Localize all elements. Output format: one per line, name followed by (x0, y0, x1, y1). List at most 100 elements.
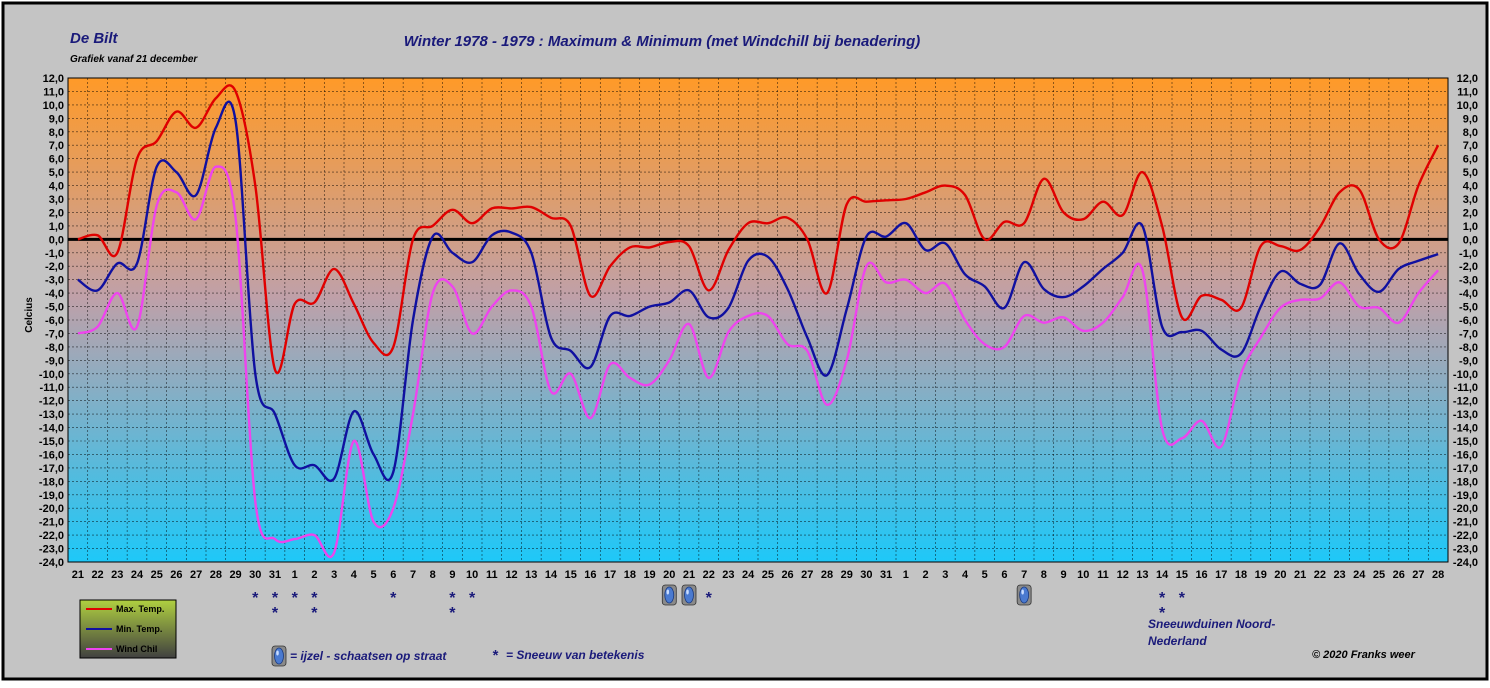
y-tick-label: -20,0 (1453, 503, 1478, 515)
series-line-max (77, 84, 1440, 375)
x-tick-label: 27 (1412, 569, 1424, 581)
y-tick-label: -24,0 (1453, 557, 1478, 569)
y-tick-label: 9,0 (1463, 113, 1478, 125)
y-tick-label: -8,0 (45, 342, 64, 354)
legend-label: Max. Temp. (116, 604, 164, 614)
snow-marker: * (1159, 590, 1166, 607)
x-tick-label: 23 (111, 569, 123, 581)
x-tick-label: 14 (1156, 569, 1169, 581)
x-tick-label: 5 (371, 569, 377, 581)
y-tick-label: -14,0 (39, 423, 64, 435)
y-tick-label: -23,0 (39, 544, 64, 556)
weather-markers: * *** *** *** * *** (252, 584, 1186, 622)
snow-legend-note: * = Sneeuw van betekenis (492, 647, 645, 664)
y-tick-label: -12,0 (39, 396, 64, 408)
x-tick-label: 28 (1432, 569, 1444, 581)
x-tick-label: 22 (91, 569, 103, 581)
x-tick-label: 24 (131, 569, 144, 581)
ice-icon-drop (1019, 586, 1030, 604)
y-tick-label: -8,0 (1459, 342, 1478, 354)
snow-marker: * (706, 590, 713, 607)
x-tick-label: 3 (942, 569, 948, 581)
x-tick-label: 18 (624, 569, 636, 581)
y-tick-label: -2,0 (1459, 261, 1478, 273)
x-tick-label: 7 (1021, 569, 1027, 581)
ice-icon-shine (1021, 589, 1024, 595)
y-tick-labels-right: -24,0-23,0 -22,0-21,0 -20,0-19,0 -18,0-17,0… (1453, 73, 1478, 569)
legend-label: Min. Temp. (116, 624, 162, 634)
y-tick-label: -7,0 (1459, 328, 1478, 340)
snow-marker: * (272, 605, 279, 622)
x-tick-label: 7 (410, 569, 416, 581)
snow-marker: * (1159, 605, 1166, 622)
y-tick-label: 4,0 (1463, 181, 1478, 193)
y-tick-label: 10,0 (1457, 100, 1478, 112)
annotation-line-2: Nederland (1148, 634, 1207, 648)
snow-legend-text: = Sneeuw van betekenis (506, 648, 645, 662)
chart-title: Winter 1978 - 1979 : Maximum & Minimum (… (404, 33, 920, 50)
y-tick-label: -15,0 (1453, 436, 1478, 448)
x-tick-label: 29 (229, 569, 241, 581)
y-tick-label: -1,0 (45, 248, 64, 260)
snow-marker: * (390, 590, 397, 607)
x-tick-label: 30 (249, 569, 261, 581)
x-tick-label: 23 (1333, 569, 1345, 581)
y-tick-label: -14,0 (1453, 423, 1478, 435)
y-axis-label: Celcius (24, 297, 35, 333)
snow-marker: * (292, 590, 299, 607)
copyright-text: © 2020 Franks weer (1312, 649, 1416, 661)
x-tick-label: 20 (1274, 569, 1286, 581)
ice-icon (1016, 584, 1032, 606)
x-tick-label: 27 (190, 569, 202, 581)
ice-icon-shine (686, 589, 689, 595)
y-tick-label: -3,0 (45, 275, 64, 287)
y-tick-label: 8,0 (49, 127, 64, 139)
x-tick-label: 26 (1393, 569, 1405, 581)
y-tick-label: -11,0 (1454, 382, 1478, 394)
snow-marker: * (449, 605, 456, 622)
x-tick-label: 11 (1097, 569, 1109, 581)
x-tick-label: 5 (982, 569, 988, 581)
x-tick-label: 24 (1353, 569, 1366, 581)
y-tick-labels-left: -24,0-23,0 -22,0-21,0 -20,0-19,0 -18,0-17,0… (39, 73, 64, 569)
y-tick-label: -5,0 (1459, 302, 1478, 314)
y-tick-label: -18,0 (1453, 476, 1478, 488)
x-tick-label: 19 (1255, 569, 1267, 581)
x-tick-label: 4 (962, 569, 969, 581)
x-tick-label: 31 (269, 569, 281, 581)
y-tick-label: -4,0 (45, 288, 64, 300)
y-tick-label: -19,0 (1453, 490, 1478, 502)
y-tick-label: 2,0 (1463, 207, 1478, 219)
legend-box: Max. Temp. Min. Temp. Wind Chil (79, 599, 177, 659)
snow-marker: * (252, 590, 259, 607)
x-tick-label: 1 (292, 569, 298, 581)
y-tick-label: 7,0 (49, 140, 64, 152)
x-tick-label: 1 (903, 569, 909, 581)
y-tick-label: 3,0 (1463, 194, 1478, 206)
y-tick-label: -17,0 (1453, 463, 1478, 475)
x-tick-label: 9 (449, 569, 455, 581)
ice-icon (681, 584, 697, 606)
y-tick-label: -24,0 (39, 557, 64, 569)
ice-icon (661, 584, 677, 606)
y-tick-label: 10,0 (43, 100, 64, 112)
snow-marker: * (469, 590, 476, 607)
x-tick-label: 10 (1077, 569, 1089, 581)
x-tick-label: 22 (1314, 569, 1326, 581)
x-tick-label: 21 (683, 569, 695, 581)
y-tick-label: -10,0 (1453, 369, 1478, 381)
legend-items: Max. Temp. Min. Temp. Wind Chil (86, 604, 164, 654)
x-tick-label: 25 (762, 569, 774, 581)
snow-marker: * (311, 590, 318, 607)
y-tick-label: -17,0 (39, 463, 64, 475)
x-tick-label: 8 (430, 569, 436, 581)
ice-icon-drop (664, 586, 675, 604)
y-tick-label: -11,0 (40, 382, 64, 394)
y-tick-label: -13,0 (39, 409, 64, 421)
snow-legend-symbol: * (492, 647, 499, 664)
ice-icon-shine (276, 650, 279, 656)
x-tick-label: 17 (604, 569, 616, 581)
x-tick-label: 14 (545, 569, 558, 581)
ice-icon (271, 645, 287, 667)
